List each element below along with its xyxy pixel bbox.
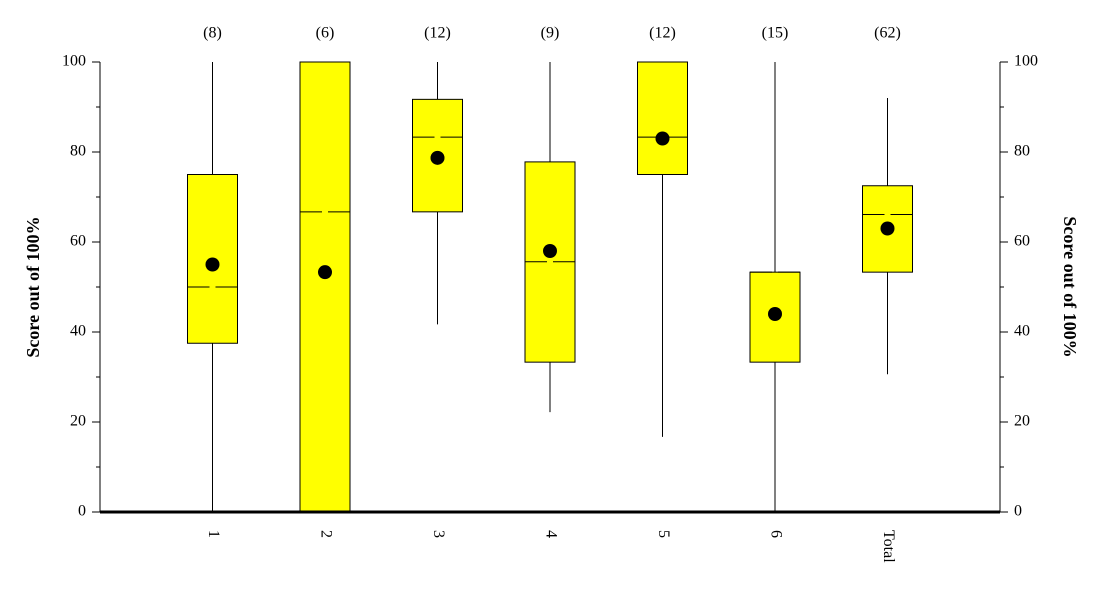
count-label: (12) bbox=[424, 25, 451, 42]
y-tick-label: 80 bbox=[70, 143, 86, 160]
y2-tick-label: 60 bbox=[1014, 233, 1030, 250]
y-tick-label: 40 bbox=[70, 323, 86, 340]
mean bbox=[880, 221, 895, 236]
box bbox=[637, 61, 688, 175]
y-tick-label: 100 bbox=[62, 53, 86, 70]
box bbox=[299, 61, 351, 513]
y2-tick-label: 0 bbox=[1014, 503, 1022, 520]
x-tick-label: 6 bbox=[767, 530, 784, 538]
count-label: (8) bbox=[203, 25, 222, 42]
y-tick-label: 0 bbox=[78, 503, 86, 520]
x-tick-label: 1 bbox=[205, 530, 222, 538]
y2-axis-title: Score out of 100% bbox=[1060, 216, 1080, 357]
mean bbox=[430, 150, 445, 165]
mean bbox=[543, 244, 557, 258]
count-label: (12) bbox=[649, 25, 676, 42]
y-tick-label: 20 bbox=[70, 413, 86, 430]
y-tick-label: 60 bbox=[70, 233, 86, 250]
y2-tick-label: 20 bbox=[1014, 413, 1030, 430]
box bbox=[862, 185, 913, 273]
y2-tick-label: 100 bbox=[1014, 53, 1038, 70]
x-tick-label: Total bbox=[880, 530, 897, 563]
count-label: (9) bbox=[541, 25, 560, 42]
y2-tick-label: 80 bbox=[1014, 143, 1030, 160]
mean bbox=[768, 307, 782, 321]
y-axis-title: Score out of 100% bbox=[23, 216, 43, 357]
mean bbox=[318, 265, 332, 280]
mean bbox=[655, 131, 670, 146]
y2-tick-label: 40 bbox=[1014, 323, 1030, 340]
x-tick-label: 4 bbox=[542, 530, 559, 538]
count-label: (15) bbox=[762, 25, 789, 42]
count-label: (62) bbox=[874, 25, 901, 42]
x-tick-label: 5 bbox=[655, 530, 672, 538]
count-label: (6) bbox=[316, 25, 335, 42]
x-tick-label: 3 bbox=[430, 530, 447, 538]
mean bbox=[205, 257, 220, 272]
x-tick-label: 2 bbox=[317, 530, 334, 538]
